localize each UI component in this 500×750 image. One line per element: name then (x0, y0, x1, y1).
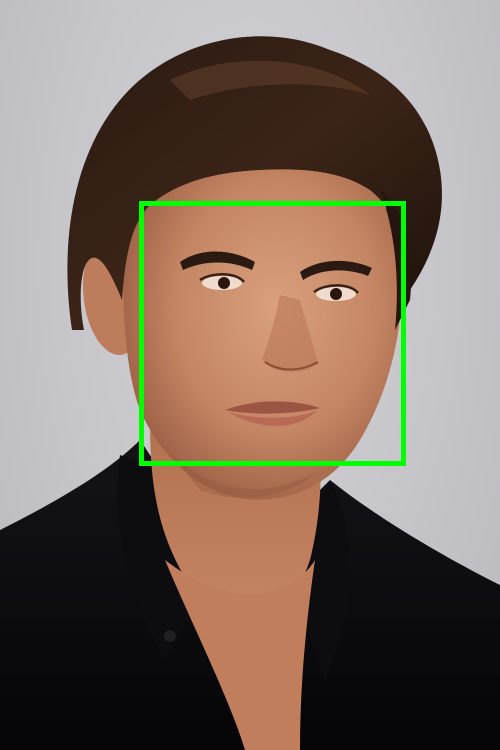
left-eyelid (199, 273, 245, 283)
shirt-collar-left (117, 455, 200, 660)
left-iris (218, 277, 230, 289)
chest (165, 560, 315, 750)
right-iris (330, 288, 342, 300)
nose (262, 295, 318, 373)
right-eyebrow (300, 260, 372, 280)
jaw-shadow (160, 440, 320, 498)
hair (67, 36, 442, 330)
lower-lip (228, 410, 318, 426)
left-eyebrow (180, 251, 255, 270)
face (123, 150, 402, 500)
upper-lip (225, 401, 320, 414)
nose-shadow (264, 361, 319, 371)
hair-highlight (170, 60, 370, 100)
face-detection-box (139, 201, 406, 466)
right-eyelid (313, 284, 359, 294)
shirt-button (164, 630, 176, 642)
